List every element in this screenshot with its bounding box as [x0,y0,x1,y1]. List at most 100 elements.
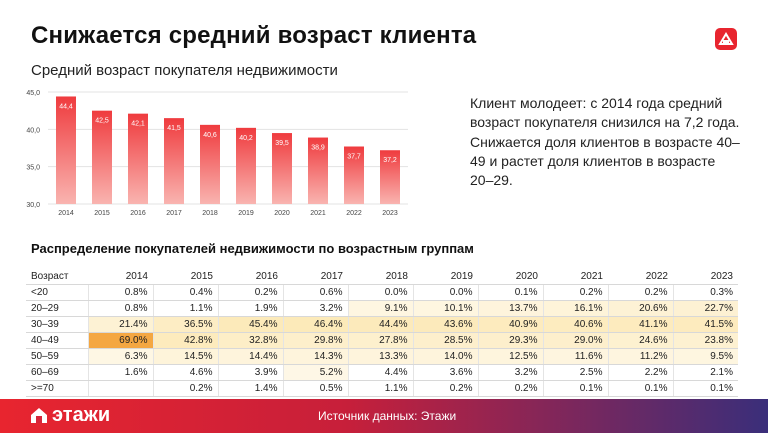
table-cell: 1.1% [347,380,413,397]
x-tick-label: 2023 [382,210,398,217]
table-cell: 14.3% [282,348,348,365]
table-cell [87,380,153,397]
table-cell: 13.3% [347,348,413,365]
header-year: 2016 [218,269,283,285]
table-cell: 0.8% [87,300,153,317]
table-cell: 0.3% [672,284,738,301]
table-cell: 11.6% [542,348,608,365]
brand-badge-icon [715,28,737,50]
table-cell: 0.5% [282,380,348,397]
bar-value-label: 40,2 [239,135,253,142]
page-title: Снижается средний возраст клиента [31,22,477,49]
table-cell: 0.2% [477,380,543,397]
table-cell: 3.6% [412,364,478,381]
table-cell: 1.4% [217,380,283,397]
table-cell: 29.8% [282,332,348,349]
table-cell: 0.1% [477,284,543,301]
note-share-change: Снижается доля клиентов в возрасте 40–49… [470,134,740,188]
header-year: 2019 [413,269,478,285]
table-cell: 32.8% [217,332,283,349]
x-tick-label: 2017 [166,210,182,217]
table-row: 60–69 1.6% 4.6% 3.9% 5.2% 4.4% 3.6% 3.2% 2.5% 2.2… [26,364,738,381]
table-cell: 3.2% [477,364,543,381]
table-cell: 40.6% [542,316,608,333]
header-year: 2023 [673,269,738,285]
x-tick-label: 2020 [274,210,290,217]
table-cell: 9.1% [347,300,413,317]
x-tick-label: 2019 [238,210,254,217]
bar-value-label: 42,5 [95,118,109,125]
bar-2019 [236,127,256,204]
table-header-row: Возраст 2014 2015 2016 2017 2018 2019 2020 2021 2… [26,269,738,285]
bar-2022 [344,146,364,204]
table-title: Распределение покупателей недвижимости п… [31,241,474,256]
header-year: 2022 [608,269,673,285]
table-cell: 36.5% [152,316,218,333]
brand-logo: этажи [52,404,111,426]
table-cell: 4.6% [152,364,218,381]
table-cell: 2.2% [607,364,673,381]
bar-2023 [380,150,400,204]
header-year: 2021 [543,269,608,285]
table-cell: 2.5% [542,364,608,381]
row-label: >=70 [26,380,88,397]
header-year: 2017 [283,269,348,285]
source-label: Источник данных: Этажи [318,409,457,423]
table-cell: 20.6% [607,300,673,317]
table-cell: 10.1% [412,300,478,317]
bar-2017 [164,118,184,204]
table-row: 30–39 21.4% 36.5% 45.4% 46.4% 44.4% 43.6% 40.9%… [26,316,738,333]
table-cell: 6.3% [87,348,153,365]
bar-2021 [308,137,328,204]
header-year: 2015 [153,269,218,285]
table-cell: 11.2% [607,348,673,365]
x-tick-label: 2021 [310,210,326,217]
x-tick-label: 2018 [202,210,218,217]
table-cell: 44.4% [347,316,413,333]
row-label: 30–39 [26,316,88,333]
table-cell: 27.8% [347,332,413,349]
table-cell: 29.3% [477,332,543,349]
table-cell: 1.9% [217,300,283,317]
y-tick-label: 35,0 [26,165,40,172]
note-age-decrease: Клиент молодеет: с 2014 года средний воз… [470,95,740,130]
x-tick-label: 2014 [58,210,74,217]
table-cell: 0.2% [152,380,218,397]
table-cell: 0.0% [347,284,413,301]
header-age: Возраст [26,269,88,285]
table-cell: 1.1% [152,300,218,317]
table-cell: 0.2% [542,284,608,301]
table-row: 20–29 0.8% 1.1% 1.9% 3.2% 9.1% 10.1% 13.7% 16.1%… [26,300,738,317]
table-cell: 22.7% [672,300,738,317]
header-year: 2020 [478,269,543,285]
table-cell: 21.4% [87,316,153,333]
table-cell: 0.1% [672,380,738,397]
table-cell: 69.0% [87,332,153,349]
table-cell: 4.4% [347,364,413,381]
row-label: <20 [26,284,88,301]
chart-title: Средний возраст покупателя недвижимости [31,62,338,79]
table-cell: 29.0% [542,332,608,349]
bar-value-label: 42,1 [131,121,145,128]
table-cell: 24.6% [607,332,673,349]
table-cell: 0.1% [542,380,608,397]
row-label: 20–29 [26,300,88,317]
bar-value-label: 37,2 [383,157,397,164]
table-cell: 0.2% [412,380,478,397]
age-distribution-table: Возраст 2014 2015 2016 2017 2018 2019 2020 2021 2… [26,269,738,397]
x-tick-label: 2015 [94,210,110,217]
table-cell: 0.6% [282,284,348,301]
table-cell: 14.5% [152,348,218,365]
row-label: 50–59 [26,348,88,365]
bar-2018 [200,124,220,204]
table-cell: 28.5% [412,332,478,349]
table-cell: 16.1% [542,300,608,317]
table-cell: 0.1% [607,380,673,397]
y-tick-label: 45,0 [26,90,40,97]
bar-2015 [92,110,112,204]
table-cell: 1.6% [87,364,153,381]
table-cell: 0.4% [152,284,218,301]
x-tick-label: 2016 [130,210,146,217]
table-row: <20 0.8% 0.4% 0.2% 0.6% 0.0% 0.0% 0.1% 0.2% 0.2% 0… [26,284,738,301]
brand-house-icon [31,408,47,423]
